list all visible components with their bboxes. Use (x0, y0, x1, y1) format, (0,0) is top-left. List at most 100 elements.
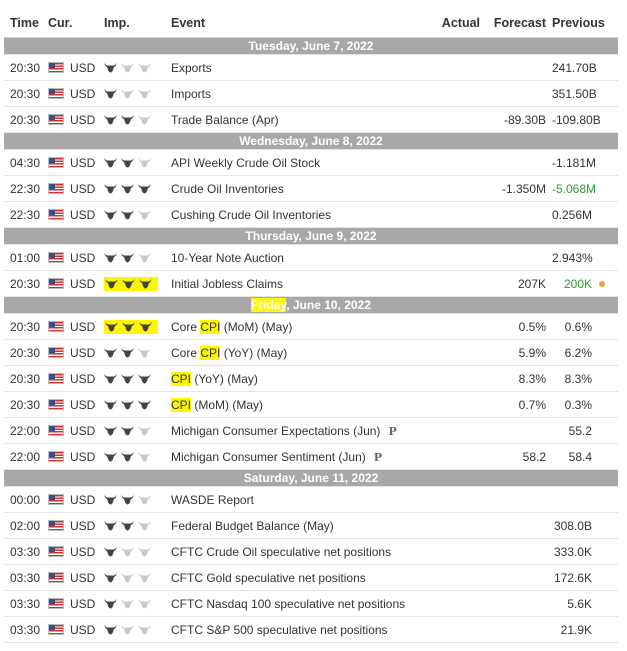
event-row[interactable]: 03:30 USD CFTC Nasdaq 100 speculative net … (4, 590, 618, 617)
event-row[interactable]: 20:30 USD Exports 241.70B (4, 54, 618, 81)
event-row[interactable]: 02:00 USD Federal Budget Balance (May) 308.… (4, 512, 618, 539)
event-row[interactable]: 20:30 USD Initial Jobless Claims 207K 200K (4, 270, 618, 297)
event-title[interactable]: Michigan Consumer Expectations (Jun) (171, 423, 381, 438)
event-row[interactable]: 20:30 USD CPI (MoM) (May) 0.7% 0.3% (4, 391, 618, 418)
importance-bulls (104, 597, 155, 611)
header-forecast[interactable]: Forecast (486, 8, 552, 38)
event-currency: USD (48, 443, 104, 470)
event-name[interactable]: CPI (YoY) (May) (171, 365, 420, 392)
event-row[interactable]: 20:30 USD Imports 351.50B (4, 80, 618, 107)
event-row[interactable]: 22:30 USD Cushing Crude Oil Inventories 0.2… (4, 201, 618, 228)
event-name[interactable]: Federal Budget Balance (May) (171, 512, 420, 539)
event-title-part[interactable]: (YoY) (May) (191, 371, 258, 386)
event-row[interactable]: 03:30 USD CFTC Gold speculative net positi… (4, 564, 618, 591)
event-name[interactable]: Initial Jobless Claims (171, 270, 420, 297)
currency-code: USD (70, 570, 96, 585)
event-actual (420, 149, 486, 176)
header-currency[interactable]: Cur. (48, 8, 104, 38)
bull-icon (104, 114, 117, 125)
bull-icon (138, 546, 151, 557)
event-title-highlight[interactable]: CPI (171, 371, 192, 386)
event-currency: USD (48, 201, 104, 228)
event-actual (420, 270, 486, 297)
event-previous: 241.70B (552, 54, 618, 81)
event-currency: USD (48, 486, 104, 513)
header-importance[interactable]: Imp. (104, 8, 171, 38)
event-name[interactable]: API Weekly Crude Oil Stock (171, 149, 420, 176)
header-time[interactable]: Time (4, 8, 48, 38)
event-previous: 5.6K (552, 590, 618, 617)
event-row[interactable]: 03:30 USD CFTC S&P 500 speculative net pos… (4, 616, 618, 643)
event-name[interactable]: Core CPI (MoM) (May) (171, 313, 420, 340)
event-title[interactable]: Trade Balance (Apr) (171, 112, 279, 127)
event-title-highlight[interactable]: CPI (200, 319, 221, 334)
event-name[interactable]: Trade Balance (Apr) (171, 106, 420, 133)
event-name[interactable]: Crude Oil Inventories (171, 175, 420, 202)
date-row: Friday, June 10, 2022 (4, 296, 618, 314)
event-title[interactable]: CFTC Gold speculative net positions (171, 570, 366, 585)
economic-calendar: Time Cur. Imp. Event Actual Forecast Pre… (4, 8, 618, 643)
event-previous: 8.3% (552, 365, 618, 392)
event-name[interactable]: Imports (171, 80, 420, 107)
event-title[interactable]: 10-Year Note Auction (171, 250, 284, 265)
event-previous: -5.068M (552, 175, 618, 202)
event-name[interactable]: Exports (171, 54, 420, 81)
event-row[interactable]: 04:30 USD API Weekly Crude Oil Stock -1.181… (4, 149, 618, 176)
header-event[interactable]: Event (171, 8, 420, 38)
event-title[interactable]: Cushing Crude Oil Inventories (171, 207, 332, 222)
event-name[interactable]: WASDE Report (171, 486, 420, 513)
date-label: Wednesday, June 8, 2022 (4, 132, 618, 150)
event-row[interactable]: 01:00 USD 10-Year Note Auction 2.943% (4, 244, 618, 271)
event-title-part[interactable]: (MoM) (May) (220, 319, 293, 334)
currency-code: USD (70, 622, 96, 637)
event-title[interactable]: Federal Budget Balance (May) (171, 518, 334, 533)
event-row[interactable]: 20:30 USD Trade Balance (Apr) -89.30B -109.8… (4, 106, 618, 133)
event-name[interactable]: Core CPI (YoY) (May) (171, 339, 420, 366)
header-previous[interactable]: Previous (552, 8, 618, 38)
event-importance (104, 564, 171, 591)
event-title[interactable]: Michigan Consumer Sentiment (Jun) (171, 449, 366, 464)
date-row: Wednesday, June 8, 2022 (4, 132, 618, 150)
event-name[interactable]: 10-Year Note Auction (171, 244, 420, 271)
event-row[interactable]: 00:00 USD WASDE Report (4, 486, 618, 513)
event-name[interactable]: Michigan Consumer Expectations (Jun) P (171, 417, 420, 444)
event-row[interactable]: 22:00 USD Michigan Consumer Expectations (… (4, 417, 618, 444)
event-title[interactable]: CFTC Nasdaq 100 speculative net position… (171, 596, 406, 611)
event-title-part[interactable]: Core (171, 319, 201, 334)
bull-icon (138, 114, 151, 125)
bull-icon (121, 88, 134, 99)
event-title[interactable]: CFTC Crude Oil speculative net positions (171, 544, 392, 559)
event-row[interactable]: 22:00 USD Michigan Consumer Sentiment (Jun… (4, 443, 618, 470)
event-title[interactable]: CFTC S&P 500 speculative net positions (171, 622, 388, 637)
event-name[interactable]: Michigan Consumer Sentiment (Jun) P (171, 443, 420, 470)
event-title[interactable]: Exports (171, 60, 212, 75)
event-title[interactable]: Crude Oil Inventories (171, 181, 284, 196)
event-importance (104, 616, 171, 643)
event-row[interactable]: 20:30 USD Core CPI (YoY) (May) 5.9% 6.2% (4, 339, 618, 366)
event-name[interactable]: Cushing Crude Oil Inventories (171, 201, 420, 228)
currency-code: USD (70, 207, 96, 222)
date-label: Tuesday, June 7, 2022 (4, 37, 618, 55)
event-row[interactable]: 22:30 USD Crude Oil Inventories -1.350M -5.0… (4, 175, 618, 202)
event-name[interactable]: CFTC Gold speculative net positions (171, 564, 420, 591)
event-title-part[interactable]: (YoY) (May) (220, 345, 288, 360)
event-title-part[interactable]: (MoM) (May) (191, 397, 264, 412)
event-name[interactable]: CFTC S&P 500 speculative net positions (171, 616, 420, 643)
previous-value: -109.80B (552, 112, 601, 127)
event-name[interactable]: CFTC Crude Oil speculative net positions (171, 538, 420, 565)
event-name[interactable]: CPI (MoM) (May) (171, 391, 420, 418)
event-title[interactable]: WASDE Report (171, 492, 254, 507)
event-title-highlight[interactable]: CPI (171, 397, 192, 412)
event-row[interactable]: 03:30 USD CFTC Crude Oil speculative net p… (4, 538, 618, 565)
event-title-part[interactable]: Core (171, 345, 201, 360)
event-importance (104, 391, 171, 418)
event-row[interactable]: 20:30 USD Core CPI (MoM) (May) 0.5% 0.6% (4, 313, 618, 340)
event-title[interactable]: Imports (171, 86, 212, 101)
event-title[interactable]: API Weekly Crude Oil Stock (171, 155, 321, 170)
event-row[interactable]: 20:30 USD CPI (YoY) (May) 8.3% 8.3% (4, 365, 618, 392)
event-title[interactable]: Initial Jobless Claims (171, 276, 284, 291)
event-name[interactable]: CFTC Nasdaq 100 speculative net position… (171, 590, 420, 617)
event-title-highlight[interactable]: CPI (200, 345, 221, 360)
header-actual[interactable]: Actual (420, 8, 486, 38)
event-importance (104, 80, 171, 107)
